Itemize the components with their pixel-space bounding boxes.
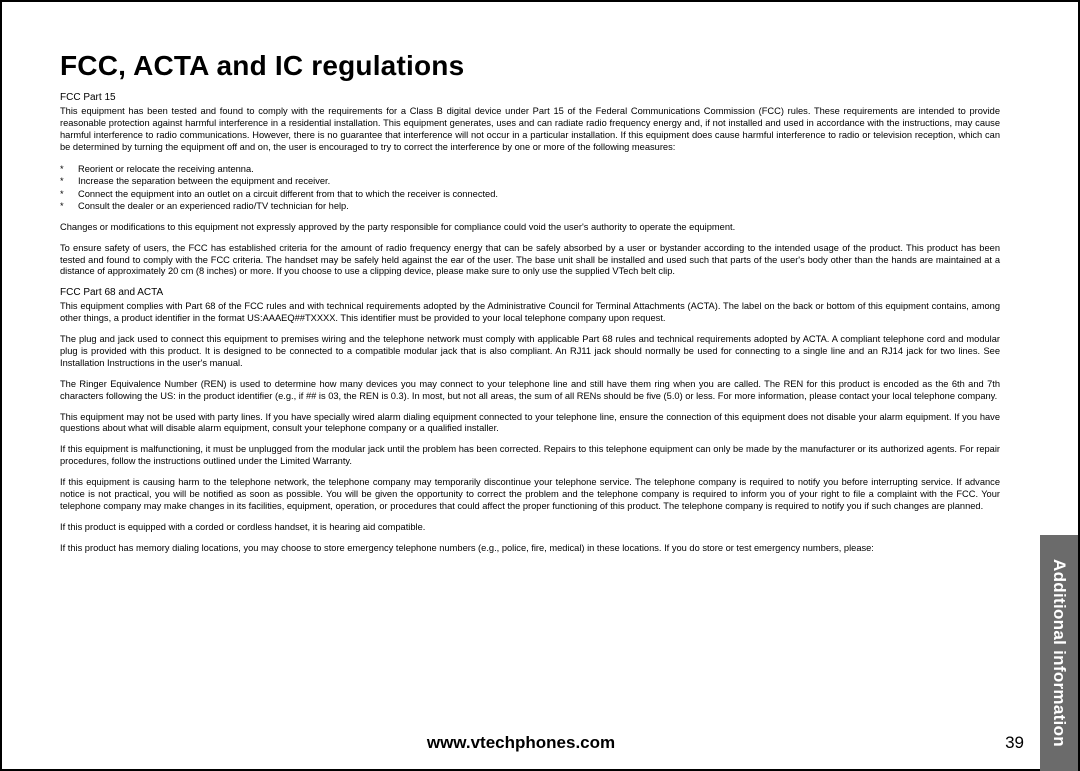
paragraph: If this product has memory dialing locat… bbox=[60, 543, 1000, 555]
paragraph: If this equipment is malfunctioning, it … bbox=[60, 444, 1000, 468]
bullet-marker: * bbox=[60, 163, 78, 176]
bullet-item: * Connect the equipment into an outlet o… bbox=[60, 188, 1000, 201]
bullet-text: Consult the dealer or an experienced rad… bbox=[78, 200, 1000, 213]
bullet-marker: * bbox=[60, 175, 78, 188]
paragraph: To ensure safety of users, the FCC has e… bbox=[60, 243, 1000, 279]
bullet-list: * Reorient or relocate the receiving ant… bbox=[60, 163, 1000, 213]
paragraph: This equipment complies with Part 68 of … bbox=[60, 301, 1000, 325]
bullet-item: * Increase the separation between the eq… bbox=[60, 175, 1000, 188]
paragraph: If this product is equipped with a corde… bbox=[60, 522, 1000, 534]
paragraph: The Ringer Equivalence Number (REN) is u… bbox=[60, 379, 1000, 403]
side-tab: Additional information bbox=[1040, 535, 1078, 771]
bullet-text: Connect the equipment into an outlet on … bbox=[78, 188, 1000, 201]
bullet-marker: * bbox=[60, 188, 78, 201]
page-number: 39 bbox=[1005, 733, 1024, 753]
paragraph: Changes or modifications to this equipme… bbox=[60, 222, 1000, 234]
bullet-marker: * bbox=[60, 200, 78, 213]
bullet-item: * Consult the dealer or an experienced r… bbox=[60, 200, 1000, 213]
footer-url: www.vtechphones.com bbox=[2, 733, 1040, 753]
bullet-item: * Reorient or relocate the receiving ant… bbox=[60, 163, 1000, 176]
page-title: FCC, ACTA and IC regulations bbox=[60, 50, 1000, 82]
section-label-fcc68: FCC Part 68 and ACTA bbox=[60, 287, 1000, 298]
manual-page: FCC, ACTA and IC regulations FCC Part 15… bbox=[0, 0, 1080, 771]
paragraph: This equipment has been tested and found… bbox=[60, 106, 1000, 154]
content-area: FCC, ACTA and IC regulations FCC Part 15… bbox=[60, 50, 1000, 564]
side-tab-label: Additional information bbox=[1049, 559, 1069, 747]
bullet-text: Reorient or relocate the receiving anten… bbox=[78, 163, 1000, 176]
bullet-text: Increase the separation between the equi… bbox=[78, 175, 1000, 188]
section-label-fcc15: FCC Part 15 bbox=[60, 92, 1000, 103]
paragraph: This equipment may not be used with part… bbox=[60, 412, 1000, 436]
paragraph: The plug and jack used to connect this e… bbox=[60, 334, 1000, 370]
paragraph: If this equipment is causing harm to the… bbox=[60, 477, 1000, 513]
